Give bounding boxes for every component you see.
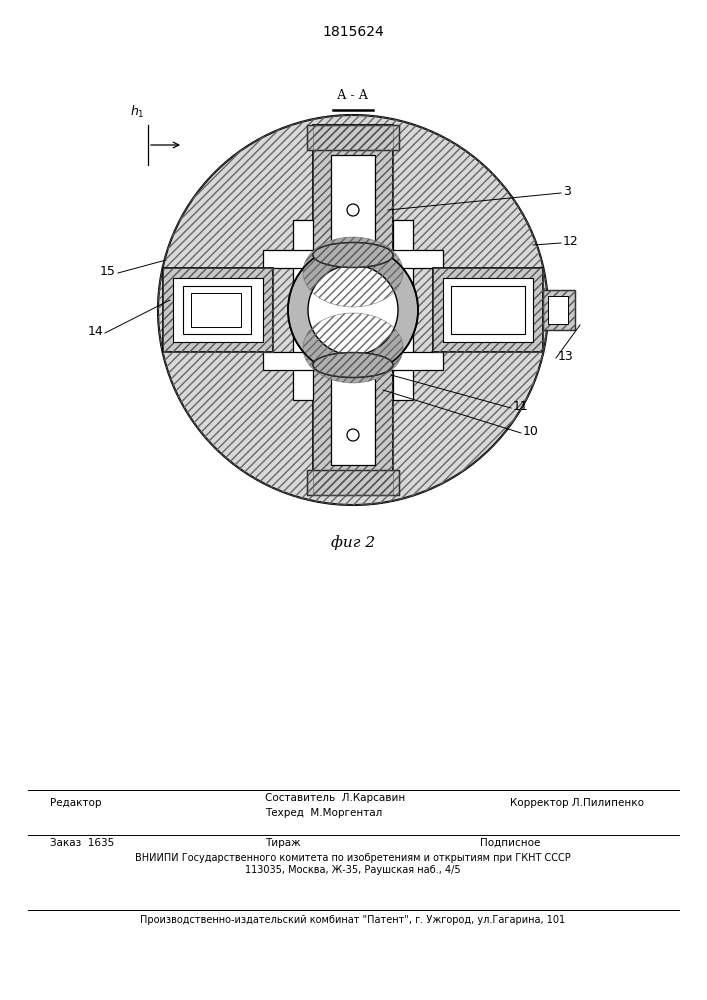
Bar bbox=[307, 125, 399, 150]
Bar bbox=[331, 155, 375, 255]
Text: Составитель  Л.Карсавин: Составитель Л.Карсавин bbox=[265, 793, 405, 803]
Bar bbox=[331, 365, 375, 465]
Text: 10: 10 bbox=[523, 425, 539, 438]
Bar bbox=[433, 268, 543, 352]
Text: Техред  М.Моргентал: Техред М.Моргентал bbox=[265, 808, 382, 818]
Bar bbox=[163, 268, 273, 352]
Text: 14: 14 bbox=[87, 325, 103, 338]
Bar bbox=[263, 250, 443, 268]
Text: 1815624: 1815624 bbox=[322, 25, 384, 39]
Ellipse shape bbox=[313, 353, 393, 377]
Text: ВНИИПИ Государственного комитета по изобретениям и открытиям при ГКНТ СССР: ВНИИПИ Государственного комитета по изоб… bbox=[135, 853, 571, 863]
Text: А - А: А - А bbox=[337, 89, 368, 102]
Bar bbox=[543, 290, 575, 330]
Bar bbox=[451, 286, 525, 334]
Circle shape bbox=[347, 429, 359, 441]
Ellipse shape bbox=[288, 245, 418, 375]
Ellipse shape bbox=[308, 265, 398, 355]
Text: Подписное: Подписное bbox=[480, 838, 540, 848]
Ellipse shape bbox=[313, 242, 393, 267]
Bar bbox=[548, 296, 568, 324]
Circle shape bbox=[347, 204, 359, 216]
Text: 11: 11 bbox=[513, 400, 529, 413]
Text: 15: 15 bbox=[100, 265, 116, 278]
Bar bbox=[313, 125, 393, 255]
Bar bbox=[313, 125, 393, 255]
Bar bbox=[543, 290, 575, 330]
Bar bbox=[443, 278, 533, 342]
Bar bbox=[307, 470, 399, 495]
Text: 13: 13 bbox=[558, 350, 574, 363]
Text: 113035, Москва, Ж-35, Раушская наб., 4/5: 113035, Москва, Ж-35, Раушская наб., 4/5 bbox=[245, 865, 461, 875]
Bar bbox=[183, 286, 251, 334]
Ellipse shape bbox=[303, 237, 403, 307]
Bar bbox=[307, 470, 399, 495]
Text: Производственно-издательский комбинат "Патент", г. Ужгород, ул.Гагарина, 101: Производственно-издательский комбинат "П… bbox=[141, 915, 566, 925]
Bar bbox=[173, 278, 263, 342]
Bar bbox=[191, 293, 241, 327]
Bar bbox=[313, 365, 393, 495]
Bar bbox=[263, 352, 443, 370]
Text: Корректор Л.Пилипенко: Корректор Л.Пилипенко bbox=[510, 798, 644, 808]
Text: 12: 12 bbox=[563, 235, 579, 248]
Text: $h_1$: $h_1$ bbox=[130, 104, 145, 120]
Text: Заказ  1635: Заказ 1635 bbox=[50, 838, 115, 848]
Bar bbox=[433, 268, 543, 352]
Bar bbox=[293, 220, 313, 400]
Bar bbox=[313, 365, 393, 495]
Text: Редактор: Редактор bbox=[50, 798, 102, 808]
Text: 3: 3 bbox=[563, 185, 571, 198]
Text: фиг 2: фиг 2 bbox=[331, 535, 375, 550]
Text: Тираж: Тираж bbox=[265, 838, 300, 848]
Bar bbox=[163, 268, 273, 352]
Bar bbox=[307, 125, 399, 150]
Ellipse shape bbox=[303, 313, 403, 383]
Circle shape bbox=[158, 115, 548, 505]
Bar bbox=[393, 220, 413, 400]
